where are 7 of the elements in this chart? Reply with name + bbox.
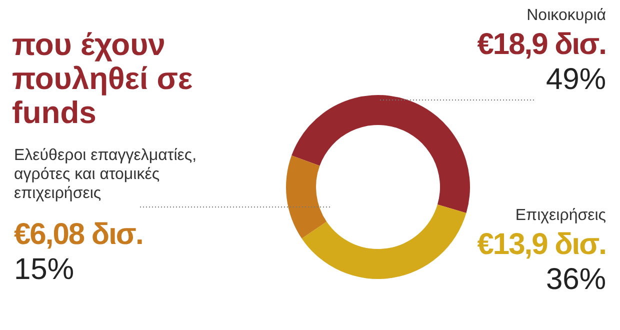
text: που έχουν πουληθεί σε funds (12, 27, 194, 130)
slice-label: Ελεύθεροι επαγγελματίες, αγρότες και ατομικές επιχειρήσεις (14, 146, 198, 203)
data-label: €6,08 δισ. 15% (14, 217, 144, 287)
slice-label: Νοικοκυριά (526, 6, 606, 25)
data-label: €13,9 δισ. 36% (476, 227, 606, 297)
slice-label: Επιχειρήσεις (514, 206, 606, 225)
data-label: €18,9 δισ. 49% (476, 27, 606, 97)
